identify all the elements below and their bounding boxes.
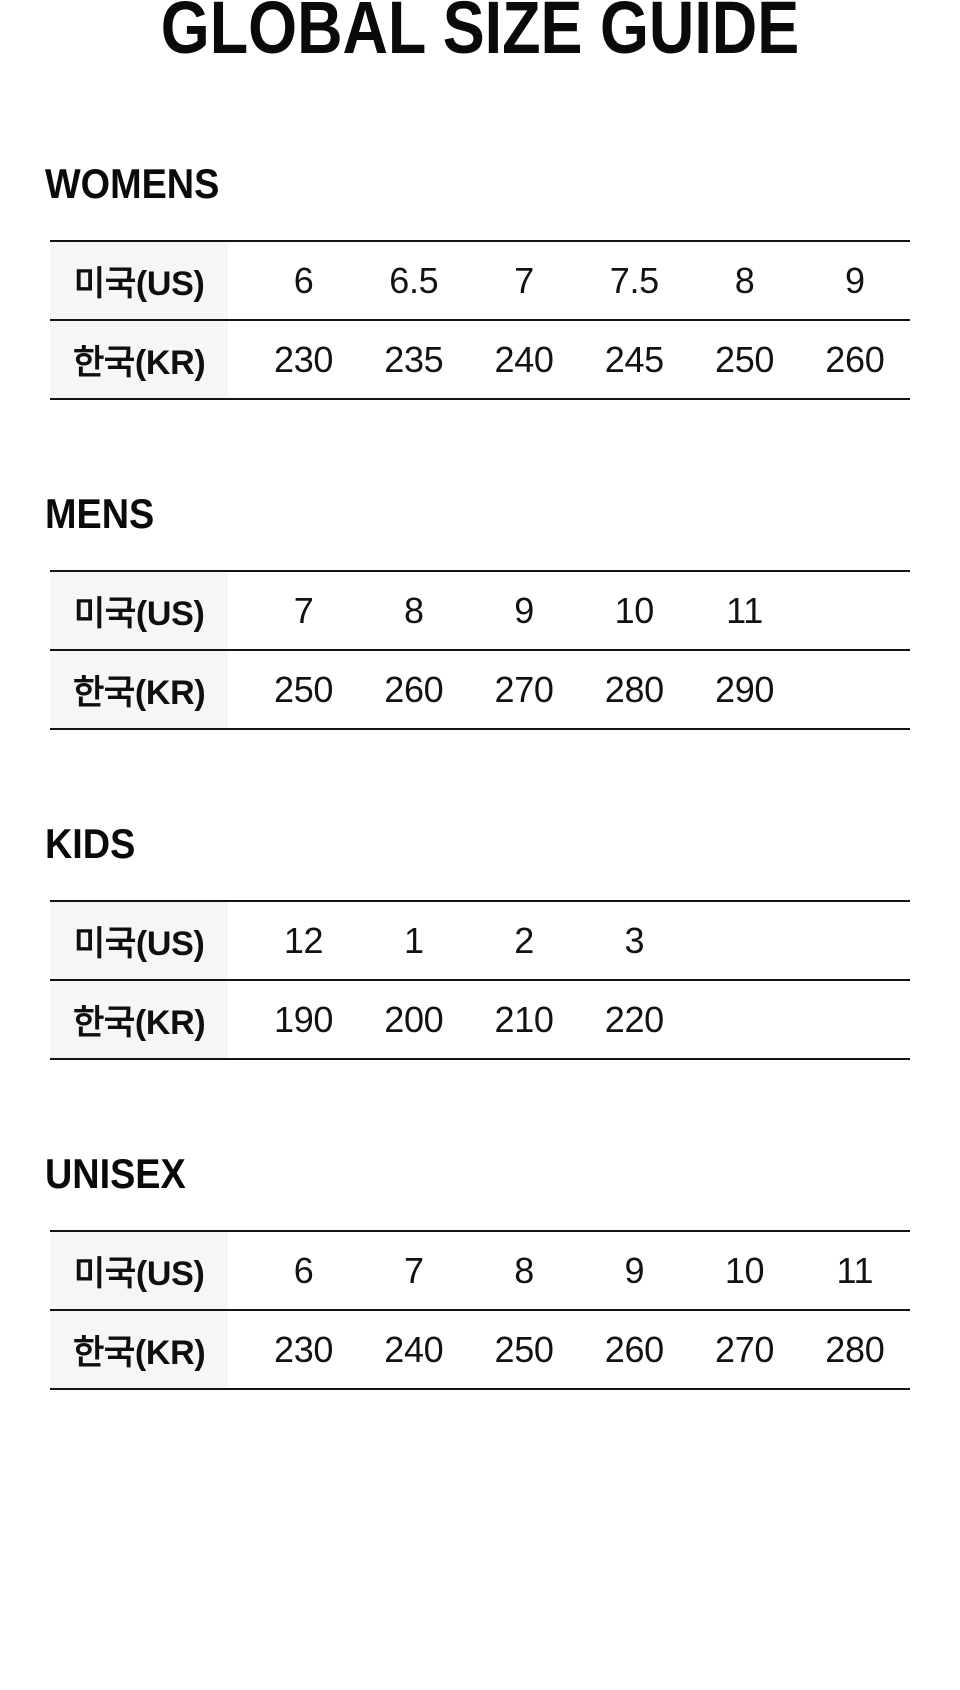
size-cell: [689, 901, 799, 980]
size-cell: 2: [514, 919, 534, 961]
size-cell: 6: [293, 1249, 314, 1291]
size-cell: 190: [273, 998, 334, 1040]
size-section-unisex: UNISEX 미국(US) 6 7 8 9 10 11 한국(KR): [45, 1153, 910, 1390]
table-row-kr: 한국(KR) 230 235 240 245 250 260: [50, 320, 910, 399]
size-section-kids: KIDS 미국(US) 12 1 2 3 한국(KR): [45, 823, 910, 1060]
size-section-womens: WOMENS 미국(US) 6 6.5 7 7.5 8 9 한국(KR): [45, 163, 910, 400]
row-label-kr: 한국(KR): [50, 650, 229, 729]
spacer-cell: [228, 980, 248, 1059]
size-cell: 280: [825, 1328, 885, 1370]
size-cell: 250: [714, 338, 775, 380]
section-heading-mens: MENS: [45, 490, 155, 537]
size-cell: 11: [836, 1249, 874, 1291]
size-cell: [800, 901, 910, 980]
page-title: GLOBAL SIZE GUIDE: [160, 0, 800, 69]
size-cell: 270: [714, 1328, 775, 1370]
spacer-cell: [228, 901, 248, 980]
table-row-us: 미국(US) 12 1 2 3: [50, 901, 910, 980]
spacer-cell: [228, 320, 248, 399]
size-cell: 250: [273, 668, 334, 710]
size-cell: 220: [604, 998, 664, 1040]
size-cell: 250: [494, 1328, 554, 1370]
size-table-mens: 미국(US) 7 8 9 10 11 한국(KR) 250 260 270 28…: [50, 570, 910, 730]
size-cell: 11: [726, 589, 763, 631]
table-row-us: 미국(US) 6 7 8 9 10 11: [50, 1231, 910, 1310]
size-cell: 7: [403, 1249, 424, 1291]
spacer-cell: [228, 571, 248, 650]
size-table-unisex: 미국(US) 6 7 8 9 10 11 한국(KR) 230 240 250 …: [50, 1230, 910, 1390]
row-label-kr: 한국(KR): [50, 320, 229, 399]
size-cell: 7: [293, 589, 314, 631]
row-label-us: 미국(US): [50, 241, 229, 320]
row-label-us: 미국(US): [50, 571, 229, 650]
size-cell: 240: [384, 1328, 444, 1370]
size-cell: 240: [494, 338, 554, 380]
section-heading-kids: KIDS: [45, 820, 136, 867]
size-cell: 230: [273, 338, 334, 380]
size-cell: 9: [514, 589, 534, 631]
size-cell: 8: [734, 259, 755, 301]
size-cell: 12: [283, 919, 324, 961]
size-cell: 230: [273, 1328, 334, 1370]
size-cell: [800, 650, 910, 729]
size-guide-content: WOMENS 미국(US) 6 6.5 7 7.5 8 9 한국(KR): [0, 163, 960, 1390]
size-cell: [800, 980, 910, 1059]
size-cell: 245: [604, 338, 664, 380]
size-cell: 290: [714, 668, 775, 710]
size-cell: 8: [403, 589, 424, 631]
size-cell: 7: [514, 259, 534, 301]
size-cell: 6.5: [389, 259, 439, 301]
size-cell: [800, 571, 910, 650]
spacer-cell: [228, 241, 248, 320]
row-label-kr: 한국(KR): [50, 1310, 229, 1389]
size-cell: 9: [844, 259, 865, 301]
size-cell: 260: [825, 338, 885, 380]
spacer-cell: [228, 1231, 248, 1310]
table-row-kr: 한국(KR) 230 240 250 260 270 280: [50, 1310, 910, 1389]
spacer-cell: [228, 1310, 248, 1389]
size-section-mens: MENS 미국(US) 7 8 9 10 11 한국(KR): [45, 493, 910, 730]
size-cell: 3: [624, 919, 645, 961]
table-row-kr: 한국(KR) 250 260 270 280 290: [50, 650, 910, 729]
size-cell: 1: [403, 919, 424, 961]
table-row-kr: 한국(KR) 190 200 210 220: [50, 980, 910, 1059]
size-cell: [689, 980, 799, 1059]
size-cell: 210: [494, 998, 554, 1040]
section-heading-womens: WOMENS: [45, 160, 220, 207]
size-cell: 6: [293, 259, 314, 301]
size-cell: 200: [384, 998, 444, 1040]
table-row-us: 미국(US) 7 8 9 10 11: [50, 571, 910, 650]
size-cell: 10: [614, 589, 655, 631]
row-label-us: 미국(US): [50, 1231, 229, 1310]
size-cell: 10: [724, 1249, 765, 1291]
size-table-womens: 미국(US) 6 6.5 7 7.5 8 9 한국(KR) 230 235 24…: [50, 240, 910, 400]
size-cell: 260: [384, 668, 444, 710]
size-table-kids: 미국(US) 12 1 2 3 한국(KR) 190 200 210 220: [50, 900, 910, 1060]
size-cell: 235: [384, 338, 444, 380]
size-cell: 270: [494, 668, 554, 710]
row-label-us: 미국(US): [50, 901, 229, 980]
spacer-cell: [228, 650, 248, 729]
size-cell: 8: [514, 1249, 534, 1291]
size-cell: 280: [604, 668, 664, 710]
table-row-us: 미국(US) 6 6.5 7 7.5 8 9: [50, 241, 910, 320]
size-cell: 7.5: [609, 259, 659, 301]
section-heading-unisex: UNISEX: [45, 1150, 186, 1197]
row-label-kr: 한국(KR): [50, 980, 229, 1059]
size-cell: 9: [624, 1249, 645, 1291]
size-cell: 260: [604, 1328, 664, 1370]
